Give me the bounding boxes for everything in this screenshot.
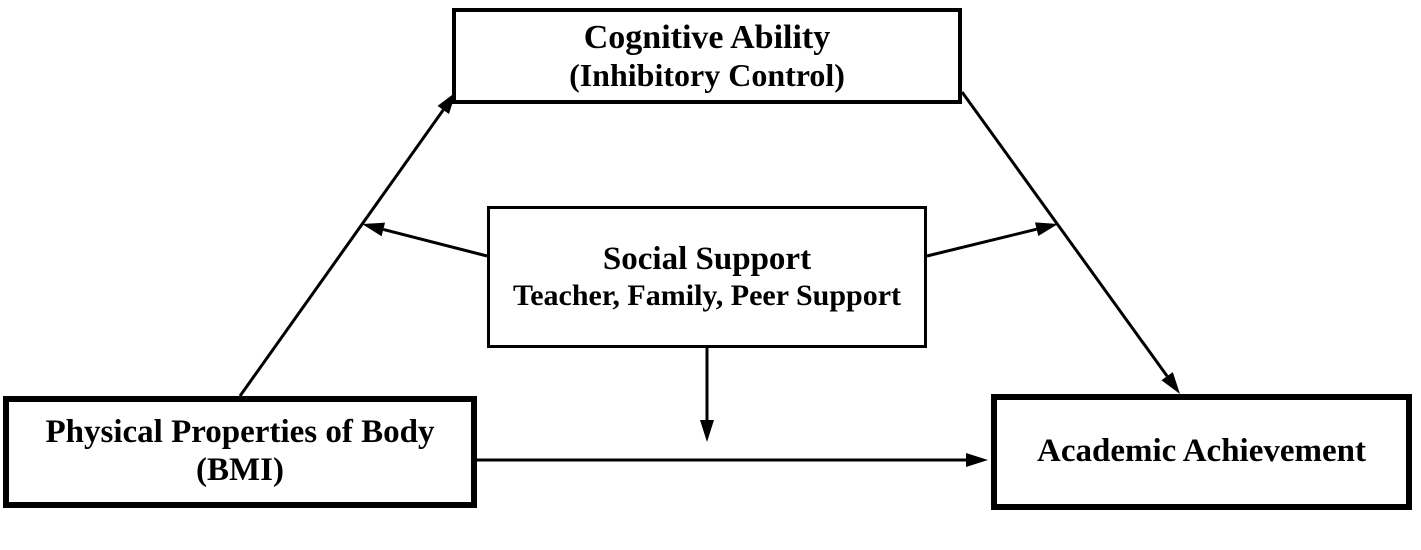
node-social-support: Social Support Teacher, Family, Peer Sup… [487, 206, 927, 348]
arrowhead-icon [966, 453, 988, 467]
arrowhead-icon [700, 420, 714, 442]
edge-physical-to-cognitive [240, 110, 443, 396]
node-title: Social Support [603, 241, 811, 279]
node-subtitle: (Inhibitory Control) [569, 57, 845, 94]
node-subtitle: (BMI) [196, 452, 284, 490]
diagram-stage: Cognitive Ability (Inhibitory Control) S… [0, 0, 1421, 550]
edge-social-to-cogacad [927, 229, 1037, 256]
node-subtitle: Teacher, Family, Peer Support [513, 279, 901, 314]
node-academic-achievement: Academic Achievement [991, 394, 1412, 510]
node-title: Cognitive Ability [584, 18, 831, 57]
node-cognitive-ability: Cognitive Ability (Inhibitory Control) [452, 8, 962, 104]
edge-social-to-physcog [383, 229, 487, 256]
edge-cognitive-to-academic [962, 92, 1167, 376]
arrowhead-icon [362, 223, 385, 237]
node-physical-properties: Physical Properties of Body (BMI) [3, 396, 477, 508]
node-title: Physical Properties of Body [46, 414, 435, 452]
arrowhead-icon [1161, 372, 1180, 394]
node-title: Academic Achievement [1037, 433, 1366, 471]
arrowhead-icon [1035, 222, 1058, 236]
